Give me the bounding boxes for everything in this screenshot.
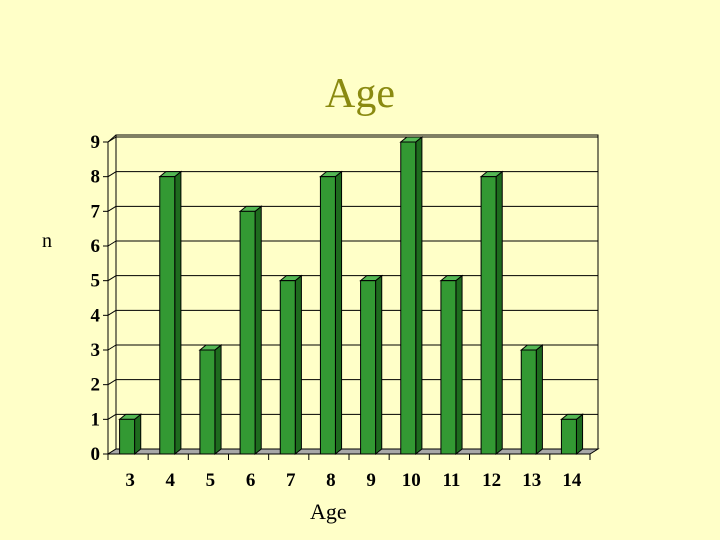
y-tick-label: 6 <box>91 236 101 257</box>
x-tick-label: 7 <box>286 470 296 491</box>
bar <box>560 413 584 456</box>
y-tick-label: 3 <box>91 340 101 361</box>
x-tick-label: 14 <box>562 470 582 491</box>
y-tick-label: 2 <box>91 375 101 396</box>
x-axis-ticks: 3 4 5 6 7 8 9 10 11 12 13 14 <box>125 470 582 491</box>
gridline-side <box>107 379 117 386</box>
y-tick-label: 4 <box>91 305 101 326</box>
bar-front <box>520 349 537 455</box>
bar <box>359 274 384 456</box>
x-tick-label: 4 <box>166 470 176 491</box>
chart-floor <box>106 448 600 460</box>
back-wall-frame <box>115 134 599 449</box>
x-tick-label: 11 <box>442 470 460 491</box>
bar-side <box>535 343 543 456</box>
y-axis-label: n <box>42 230 52 252</box>
x-axis-label: Age <box>310 499 347 524</box>
y-tick-label: 7 <box>91 201 101 222</box>
bar-side <box>214 343 222 456</box>
y-tick-label: 9 <box>91 132 101 153</box>
bar <box>278 274 303 456</box>
bar-front <box>440 280 457 455</box>
chart-bars <box>118 135 584 456</box>
bar-side <box>134 413 142 456</box>
x-tick-label: 12 <box>482 470 501 491</box>
x-tick-label: 13 <box>522 470 541 491</box>
bar-side <box>375 274 383 456</box>
bar-side <box>334 170 343 456</box>
bar <box>519 343 544 456</box>
gridline-side <box>107 240 117 247</box>
bar-front <box>319 176 336 455</box>
bar-front <box>159 176 176 455</box>
x-tick-label: 10 <box>402 470 421 491</box>
x-tick-label: 5 <box>206 470 216 491</box>
gridline-side <box>107 136 117 143</box>
y-tick-label: 8 <box>91 167 101 188</box>
bar <box>118 413 143 456</box>
bar <box>399 135 424 456</box>
gridline-side <box>107 171 117 178</box>
x-tick-label: 3 <box>125 470 135 491</box>
bar-front <box>239 210 256 455</box>
bar <box>319 170 343 456</box>
bar <box>479 170 504 456</box>
bar-side <box>495 170 503 456</box>
y-tick-label: 1 <box>91 409 101 430</box>
bar-side <box>174 170 182 456</box>
x-tick-label: 8 <box>326 470 336 491</box>
bar <box>238 205 263 456</box>
bar <box>158 170 183 456</box>
x-tick-label: 6 <box>246 470 256 491</box>
y-tick-label: 0 <box>91 444 101 465</box>
bar-front <box>400 141 417 455</box>
bar-front <box>199 349 216 455</box>
gridline-side <box>107 205 117 212</box>
gridline-side <box>107 344 117 351</box>
gridline-side <box>107 413 117 420</box>
y-tick-label: 5 <box>91 271 101 292</box>
chart-title: Age <box>325 71 395 117</box>
bar-front <box>279 280 296 455</box>
gridline-side <box>107 309 117 316</box>
bar-side <box>415 135 423 456</box>
bar-front <box>480 176 497 455</box>
bar <box>439 274 464 456</box>
bar-side <box>575 413 584 456</box>
bar <box>198 343 223 456</box>
x-tick-label: 9 <box>366 470 376 491</box>
gridline-side <box>107 275 117 282</box>
bar-side <box>254 205 262 456</box>
bar-front <box>119 418 136 455</box>
bar-front <box>560 418 577 455</box>
y-axis-ticks: 0 1 2 3 4 5 6 7 8 9 <box>91 132 101 465</box>
bar-side <box>294 274 302 456</box>
bar-front <box>360 280 377 455</box>
bar-side <box>455 274 463 456</box>
